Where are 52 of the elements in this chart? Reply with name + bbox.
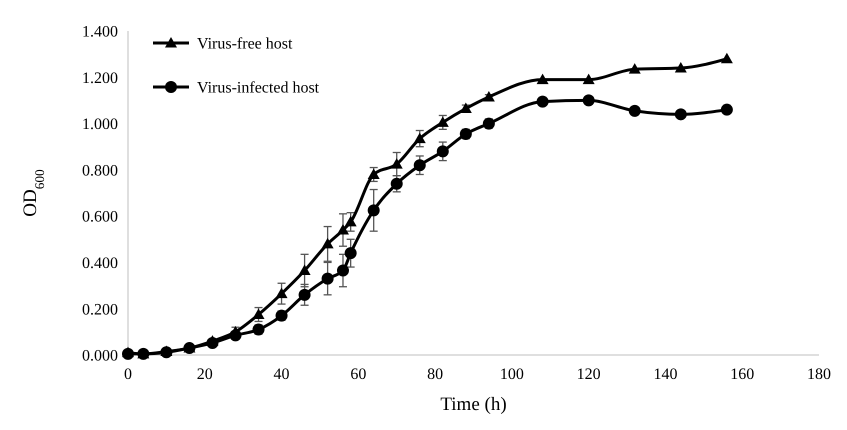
point <box>482 90 495 102</box>
x-tick-label: 140 <box>653 366 678 383</box>
point <box>368 168 380 179</box>
point <box>582 94 595 106</box>
x-tick-label: 160 <box>730 366 754 383</box>
y-tick-label: 0.200 <box>82 301 118 318</box>
x-tick-label: 100 <box>500 366 524 383</box>
legend-label: Virus-free host <box>197 36 294 53</box>
point <box>582 74 595 84</box>
x-tick-label: 0 <box>124 366 132 383</box>
point <box>720 52 733 64</box>
point <box>229 329 242 342</box>
point <box>206 336 218 349</box>
point <box>322 238 334 248</box>
x-tick-label: 180 <box>807 366 831 383</box>
y-tick-label: 1.200 <box>82 70 118 87</box>
point <box>252 308 265 319</box>
point <box>536 74 549 84</box>
point <box>122 348 134 360</box>
point <box>390 158 403 169</box>
x-tick-label: 60 <box>350 366 366 383</box>
point <box>536 96 549 108</box>
point <box>298 264 311 276</box>
point <box>368 204 380 216</box>
x-axis-title: Time (h) <box>440 394 507 415</box>
point <box>628 104 641 117</box>
x-tick-label: 120 <box>576 366 601 383</box>
point <box>414 132 426 144</box>
y-tick-label: 0.000 <box>82 348 118 365</box>
y-tick-label: 1.000 <box>82 116 118 134</box>
y-tick-label: 0.400 <box>82 255 118 272</box>
y-tick-label: 0.800 <box>82 162 118 180</box>
point <box>460 102 472 114</box>
x-tick-label: 80 <box>427 366 444 383</box>
x-tick-label: 20 <box>196 366 213 383</box>
point <box>720 104 733 116</box>
legend-label: Virus-infected host <box>197 80 320 97</box>
point <box>674 108 687 120</box>
point <box>336 224 349 235</box>
point <box>628 63 641 74</box>
point <box>414 159 426 172</box>
point <box>298 288 311 301</box>
point <box>344 216 357 226</box>
point <box>436 145 449 158</box>
y-tick-label: 1.400 <box>82 24 118 41</box>
point <box>336 264 349 277</box>
x-tick-label: 40 <box>274 366 290 383</box>
point <box>322 272 334 285</box>
point <box>674 62 687 73</box>
point <box>344 247 357 260</box>
point <box>276 288 288 298</box>
y-tick-label: 0.600 <box>82 208 118 226</box>
